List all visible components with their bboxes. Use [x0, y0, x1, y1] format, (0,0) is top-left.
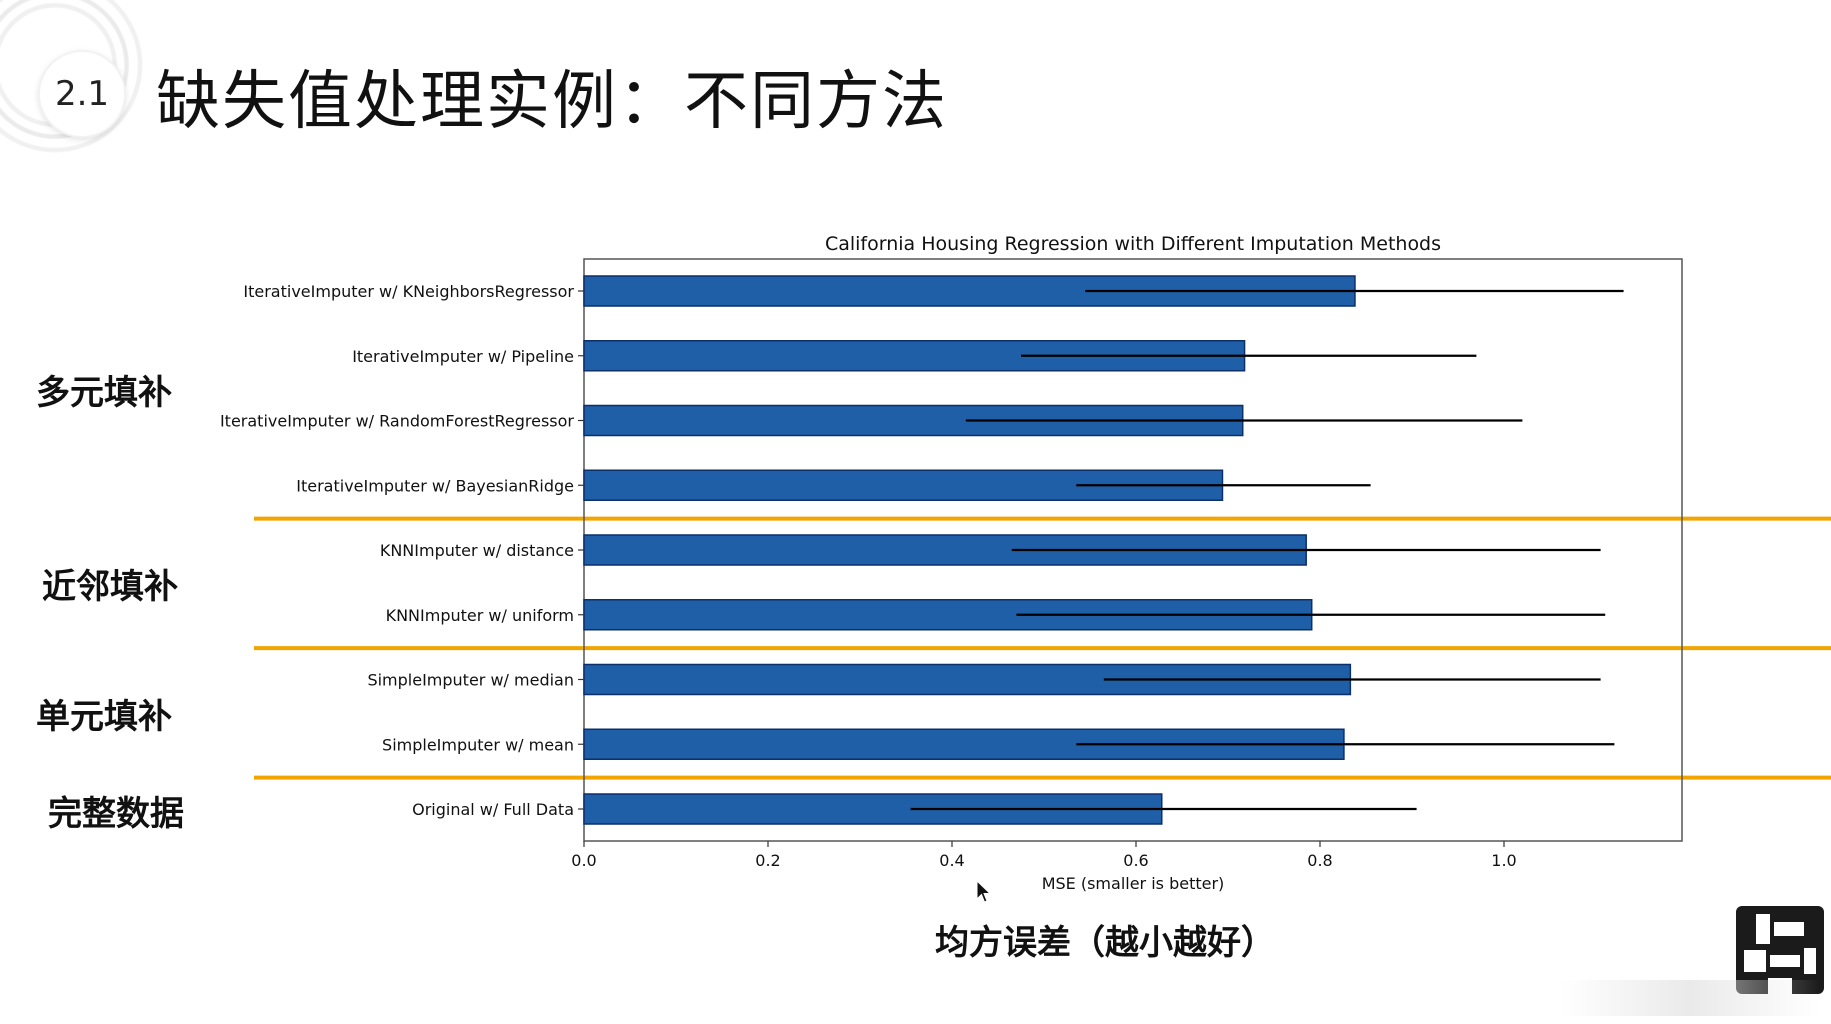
group-label-univariate: 单元填补	[36, 696, 172, 737]
x-tick-label-1: 0.2	[755, 851, 780, 870]
category-label-8: Original w/ Full Data	[412, 800, 574, 819]
group-separators	[254, 516, 1831, 780]
watermark	[1560, 980, 1820, 1016]
category-label-1: IterativeImputer w/ Pipeline	[352, 347, 574, 366]
channel-logo-icon	[1736, 906, 1824, 996]
bar-3	[583, 469, 1224, 501]
group-label-nearest-neighbor: 近邻填补	[42, 567, 178, 608]
x-tick-label-2: 0.4	[939, 851, 964, 870]
x-tick-label-0: 0.0	[571, 851, 596, 870]
category-labels-group: IterativeImputer w/ KNeighborsRegressor I…	[220, 282, 584, 819]
error-bars-group	[910, 289, 1624, 811]
category-label-3: IterativeImputer w/ BayesianRidge	[296, 476, 574, 495]
category-label-6: SimpleImputer w/ median	[367, 671, 574, 690]
group-label-full-data: 完整数据	[48, 794, 184, 834]
bottom-caption: 均方误差（越小越好）	[935, 923, 1275, 963]
chart-title: California Housing Regression with Diffe…	[825, 233, 1441, 255]
category-label-2: IterativeImputer w/ RandomForestRegresso…	[220, 412, 574, 431]
category-label-5: KNNImputer w/ uniform	[386, 606, 574, 625]
mouse-pointer-icon	[976, 880, 992, 903]
category-label-4: KNNImputer w/ distance	[380, 541, 574, 560]
category-label-7: SimpleImputer w/ mean	[382, 735, 574, 754]
category-label-0: IterativeImputer w/ KNeighborsRegressor	[243, 282, 574, 301]
x-axis-label: MSE (smaller is better)	[1042, 874, 1225, 893]
slide-title: 缺失值处理实例：不同方法	[156, 65, 948, 139]
x-tick-label-5: 1.0	[1491, 851, 1516, 870]
x-tick-label-4: 0.8	[1307, 851, 1332, 870]
group-label-multivariate: 多元填补	[36, 373, 172, 414]
x-tick-label-3: 0.6	[1123, 851, 1148, 870]
section-number-badge: 2.1	[40, 52, 124, 136]
x-axis-ticks-group: 0.0 0.2 0.4 0.6 0.8 1.0	[571, 841, 1517, 870]
